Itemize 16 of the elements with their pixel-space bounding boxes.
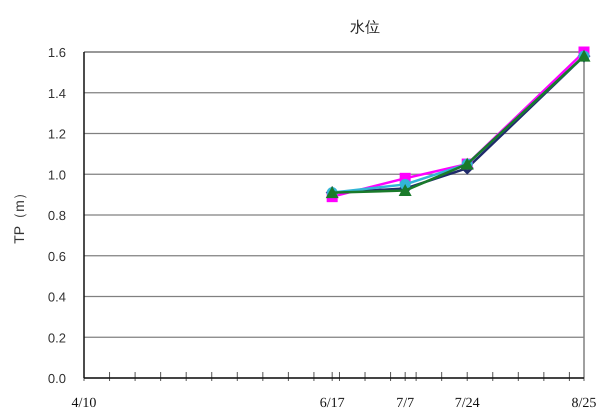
y-tick-label: 0.8 [48,208,66,223]
y-tick-label: 1.6 [48,45,66,60]
y-tick-label: 0.6 [48,248,66,264]
y-tick-label: 1.4 [48,86,66,101]
x-tick-label: 4/10 [72,396,96,411]
chart-title: 水位 [350,19,380,36]
y-axis-title: TP（m） [11,186,27,244]
y-tick-label: 1.0 [48,167,66,182]
y-tick-label: 0.4 [48,290,66,304]
x-tick-label: 7/7 [396,396,414,411]
y-tick-label: 0.2 [48,330,66,346]
y-tick-label: 1.2 [48,126,66,142]
x-tick-label: 8/25 [572,396,596,411]
x-tick-label: 7/24 [454,396,480,411]
y-tick-label: 0.0 [48,371,66,386]
x-tick-label: 6/17 [320,396,345,411]
